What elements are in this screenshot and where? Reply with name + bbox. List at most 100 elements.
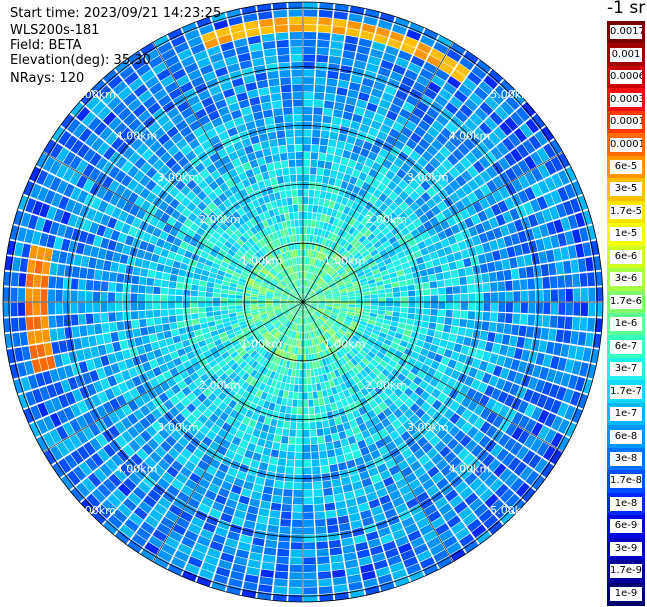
range-gate-cell bbox=[293, 265, 297, 273]
range-gate-cell bbox=[496, 270, 505, 281]
range-gate-cell bbox=[76, 159, 89, 174]
range-gate-cell bbox=[160, 440, 172, 453]
range-gate-cell bbox=[498, 186, 510, 199]
range-gate-cell bbox=[238, 278, 247, 284]
range-gate-cell bbox=[297, 302, 303, 307]
range-gate-cell bbox=[475, 223, 485, 235]
range-gate-cell bbox=[309, 174, 316, 182]
range-gate-cell bbox=[207, 321, 216, 327]
range-gate-cell bbox=[493, 463, 507, 478]
range-gate-cell bbox=[211, 117, 223, 128]
range-gate-cell bbox=[410, 366, 420, 376]
range-gate-cell bbox=[365, 211, 374, 220]
range-gate-cell bbox=[145, 179, 157, 191]
range-gate-cell bbox=[335, 500, 346, 510]
range-gate-cell bbox=[275, 168, 283, 177]
range-gate-cell bbox=[359, 470, 370, 481]
range-gate-cell bbox=[313, 285, 319, 291]
range-gate-cell bbox=[387, 38, 402, 50]
range-gate-cell bbox=[228, 578, 243, 588]
range-gate-cell bbox=[423, 308, 431, 315]
range-gate-cell bbox=[80, 255, 90, 268]
range-gate-cell bbox=[531, 167, 544, 182]
range-gate-cell bbox=[51, 192, 63, 207]
range-gate-cell bbox=[268, 170, 276, 179]
range-gate-cell bbox=[255, 389, 263, 398]
range-gate-cell bbox=[405, 138, 418, 150]
range-gate-cell bbox=[97, 142, 110, 156]
range-gate-cell bbox=[268, 286, 275, 291]
range-gate-cell bbox=[209, 540, 224, 552]
range-gate-cell bbox=[557, 316, 566, 329]
range-gate-cell bbox=[146, 318, 155, 327]
range-gate-cell bbox=[303, 377, 308, 385]
range-gate-cell bbox=[228, 195, 237, 205]
range-gate-cell bbox=[303, 234, 307, 242]
range-gate-cell bbox=[209, 413, 219, 424]
range-gate-cell bbox=[108, 425, 121, 439]
range-gate-cell bbox=[110, 230, 121, 241]
range-gate-cell bbox=[322, 263, 328, 270]
range-gate-cell bbox=[358, 235, 367, 244]
range-gate-cell bbox=[487, 458, 501, 472]
range-gate-cell bbox=[212, 262, 221, 270]
range-gate-cell bbox=[292, 307, 298, 314]
range-gate-cell bbox=[245, 220, 254, 229]
range-gate-cell bbox=[370, 309, 378, 314]
colorbar-swatch: 3e-5 bbox=[607, 178, 645, 202]
range-gate-cell bbox=[510, 359, 521, 371]
range-gate-cell bbox=[175, 295, 183, 302]
range-gate-cell bbox=[213, 573, 229, 585]
range-gate-cell bbox=[56, 164, 69, 179]
range-gate-cell bbox=[160, 75, 175, 88]
range-gate-cell bbox=[213, 306, 221, 312]
range-gate-cell bbox=[535, 238, 545, 252]
range-gate-cell bbox=[96, 224, 107, 237]
range-gate-cell bbox=[307, 280, 311, 288]
range-gate-cell bbox=[295, 265, 299, 272]
range-gate-cell bbox=[310, 323, 314, 331]
range-gate-cell bbox=[567, 245, 577, 259]
range-gate-cell bbox=[309, 292, 316, 298]
range-gate-cell bbox=[344, 380, 352, 389]
range-gate-cell bbox=[313, 338, 317, 346]
range-gate-cell bbox=[215, 355, 224, 364]
range-gate-cell bbox=[308, 392, 313, 400]
range-gate-cell bbox=[355, 52, 369, 63]
range-gate-cell bbox=[121, 174, 133, 187]
range-gate-cell bbox=[307, 280, 310, 288]
range-gate-cell bbox=[281, 306, 289, 309]
range-gate-cell bbox=[282, 291, 290, 296]
range-gate-cell bbox=[82, 372, 93, 385]
range-gate-cell bbox=[274, 340, 281, 348]
range-gate-cell bbox=[309, 281, 314, 289]
range-gate-cell bbox=[153, 302, 161, 310]
range-gate-cell bbox=[433, 370, 444, 381]
range-gate-cell bbox=[262, 554, 276, 563]
range-gate-cell bbox=[90, 346, 100, 358]
range-gate-cell bbox=[219, 222, 229, 232]
range-gate-cell bbox=[72, 202, 83, 216]
range-gate-cell bbox=[314, 251, 320, 259]
range-gate-cell bbox=[122, 444, 135, 457]
range-gate-cell bbox=[161, 280, 169, 288]
range-gate-cell bbox=[250, 50, 264, 60]
range-gate-cell bbox=[296, 159, 303, 167]
colorbar-swatch: 0.0017 bbox=[607, 21, 645, 45]
range-gate-cell bbox=[291, 338, 295, 346]
range-gate-cell bbox=[175, 289, 183, 296]
range-gate-cell bbox=[319, 343, 325, 351]
range-gate-cell bbox=[49, 221, 60, 236]
range-gate-cell bbox=[303, 54, 316, 62]
range-gate-cell bbox=[472, 160, 485, 174]
range-gate-cell bbox=[190, 549, 206, 561]
range-gate-cell bbox=[250, 459, 260, 469]
range-gate-cell bbox=[347, 89, 359, 99]
range-gate-cell bbox=[403, 267, 412, 275]
range-gate-cell bbox=[498, 433, 511, 447]
range-gate-cell bbox=[206, 287, 214, 293]
range-gate-cell bbox=[326, 411, 334, 420]
range-gate-cell bbox=[466, 319, 475, 329]
range-gate-cell bbox=[297, 189, 303, 197]
range-gate-cell bbox=[233, 191, 243, 201]
